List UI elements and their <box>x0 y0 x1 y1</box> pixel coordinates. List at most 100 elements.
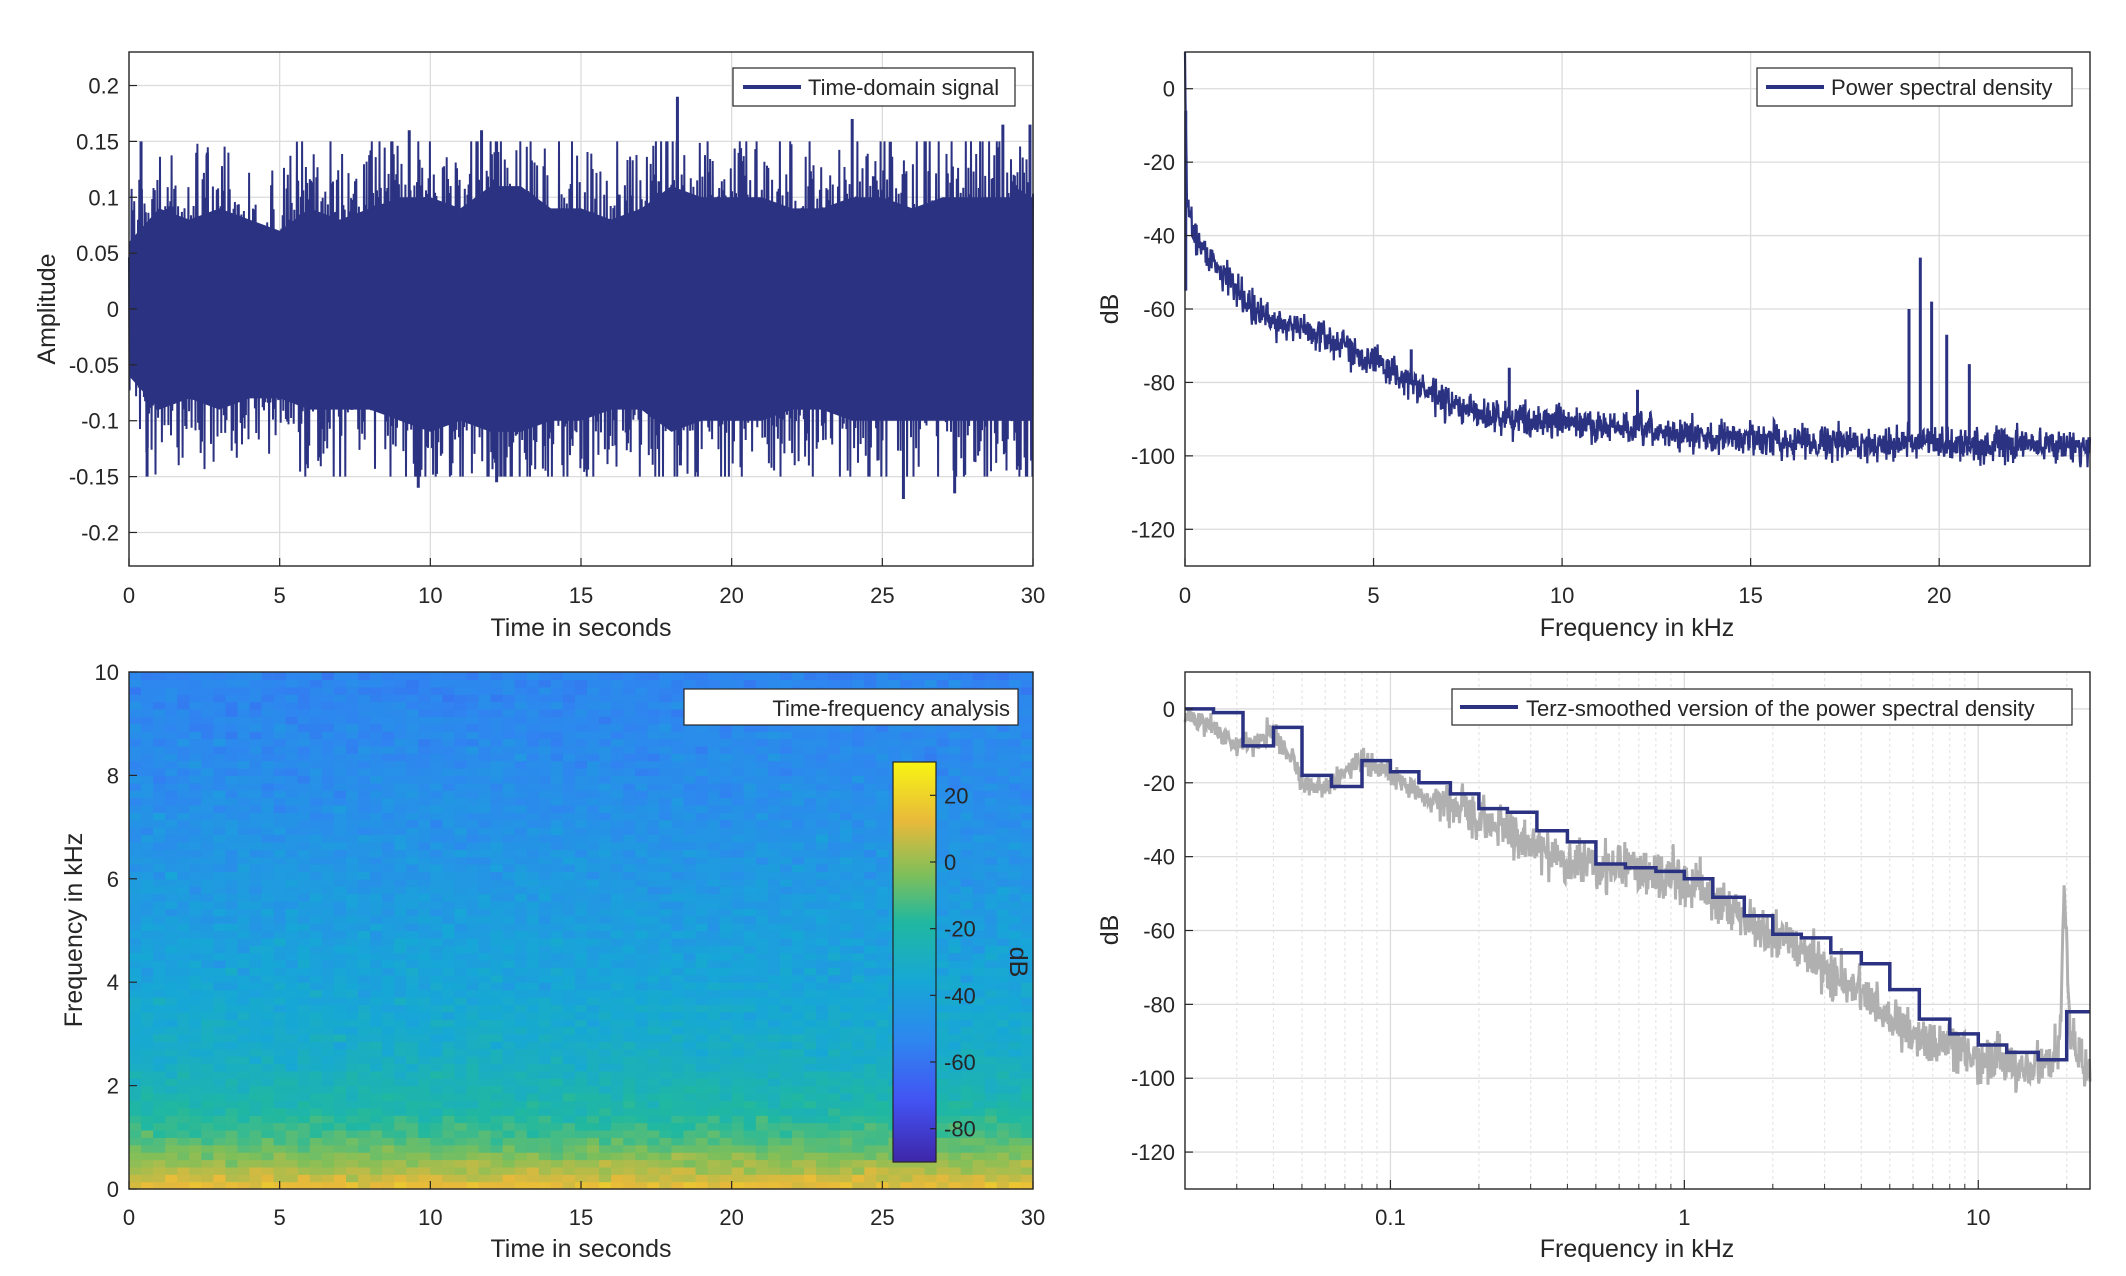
spectrogram-cell <box>321 1019 335 1028</box>
spectrogram-cell <box>635 804 648 813</box>
spectrogram-cell <box>755 945 769 954</box>
spectrogram-cell <box>828 812 841 821</box>
spectrogram-cell <box>755 871 769 880</box>
spectrogram-cell <box>804 819 817 828</box>
spectrogram-cell <box>478 775 492 784</box>
spectrogram-cell <box>514 1107 528 1116</box>
spectrogram-cell <box>743 915 757 924</box>
spectrogram-cell <box>273 997 287 1005</box>
spectrogram-cell <box>526 768 540 776</box>
spectrogram-cell <box>333 856 347 865</box>
spectrogram-cell <box>876 1100 889 1109</box>
spectrogram-cell <box>153 1056 166 1065</box>
spectrogram-cell <box>635 989 648 998</box>
spectrogram-cell <box>249 915 263 924</box>
spectrogram-cell <box>1020 930 1034 939</box>
spectrogram-cell <box>333 1144 347 1153</box>
spectrogram-cell <box>514 804 528 813</box>
spectrogram-cell <box>996 775 1010 784</box>
spectrogram-cell <box>406 731 419 740</box>
spectrogram-cell <box>358 827 371 836</box>
spectrogram-cell <box>478 1041 492 1050</box>
spectrogram-cell <box>671 775 685 784</box>
spectrogram-cell <box>743 834 757 843</box>
spectrogram-cell <box>683 864 697 872</box>
spectrogram-cell <box>575 723 588 732</box>
spectrogram-cell <box>707 1070 721 1079</box>
spectrogram-cell <box>731 768 745 776</box>
spectrogram-cell <box>659 708 672 717</box>
spectrogram-cell <box>213 1019 227 1028</box>
spectrogram-cell <box>442 1159 456 1168</box>
spectrogram-cell <box>538 790 552 799</box>
spectrogram-cell <box>611 923 624 932</box>
spectrogram-cell <box>804 745 817 754</box>
spectrogram-cell <box>153 1048 166 1057</box>
spectrogram-cell <box>321 989 335 998</box>
spectrogram-cell <box>623 1115 636 1124</box>
spectrogram-cell <box>490 1041 504 1050</box>
spectrogram-cell <box>514 1026 528 1035</box>
spectrogram-cell <box>948 812 962 821</box>
spectrogram-cell <box>960 1181 974 1190</box>
spectrogram-cell <box>695 804 709 813</box>
spectrogram-cell <box>382 1056 395 1065</box>
spectrogram-cell <box>189 864 202 872</box>
spectrogram-cell <box>213 1063 227 1072</box>
spectrogram-cell <box>514 930 528 939</box>
spectrogram-cell <box>1020 775 1034 784</box>
spectrogram-cell <box>683 945 697 954</box>
spectrogram-cell <box>382 716 395 725</box>
spectrogram-cell <box>201 1181 214 1190</box>
spectrogram-cell <box>309 1085 323 1094</box>
spectrogram-cell <box>454 1100 468 1109</box>
spectrogram-cell <box>153 997 166 1005</box>
spectrogram-cell <box>394 1093 407 1101</box>
spectrogram-cell <box>454 812 468 821</box>
spectrogram-cell <box>514 960 528 968</box>
spectrogram-cell <box>430 1033 443 1042</box>
spectrogram-cell <box>948 901 962 909</box>
spectrogram-cell <box>442 1152 456 1161</box>
spectrogram-cell <box>213 738 227 747</box>
spectrogram-cell <box>382 1152 395 1161</box>
spectrogram-cell <box>321 908 335 917</box>
spectrogram-cell <box>285 1137 299 1146</box>
spectrogram-cell <box>346 1011 359 1020</box>
spectrogram-cell <box>731 782 745 791</box>
spectrogram-cell <box>876 1107 889 1116</box>
spectrogram-cell <box>285 901 299 909</box>
spectrogram-cell <box>237 1019 251 1028</box>
spectrogram-cell <box>659 819 672 828</box>
spectrogram-cell <box>1008 1019 1022 1028</box>
spectrogram-cell <box>948 1107 962 1116</box>
spectrogram-cell <box>454 775 468 784</box>
spectrogram-cell <box>201 871 214 880</box>
spectrogram-cell <box>1008 1048 1022 1057</box>
spectrogram-cell <box>189 1115 202 1124</box>
spectrogram-cell <box>466 1100 480 1109</box>
spectrogram-cell <box>876 1063 889 1072</box>
spectrogram-cell <box>213 893 227 902</box>
spectrogram-cell <box>526 1026 540 1035</box>
spectrogram-cell <box>936 915 950 924</box>
spectrogram-cell <box>936 1078 950 1087</box>
spectrogram-cell <box>466 1078 480 1087</box>
spectrogram-cell <box>972 1174 986 1183</box>
spectrogram-cell <box>719 1166 733 1175</box>
spectrogram-cell <box>321 731 335 740</box>
spectrogram-cell <box>249 797 263 806</box>
spectrogram-cell <box>683 952 697 961</box>
spectrogram-cell <box>840 782 853 791</box>
spectrogram-cell <box>550 1122 564 1131</box>
spectrogram-cell <box>502 804 516 813</box>
spectrogram-cell <box>972 1107 986 1116</box>
spectrogram-cell <box>333 804 347 813</box>
spectrogram-cell <box>936 1019 950 1028</box>
spectrogram-cell <box>635 812 648 821</box>
spectrogram-cell <box>864 864 877 872</box>
spectrogram-cell <box>261 716 275 725</box>
spectrogram-cell <box>731 1070 745 1079</box>
spectrogram-cell <box>804 960 817 968</box>
spectrogram-cell <box>189 1137 202 1146</box>
